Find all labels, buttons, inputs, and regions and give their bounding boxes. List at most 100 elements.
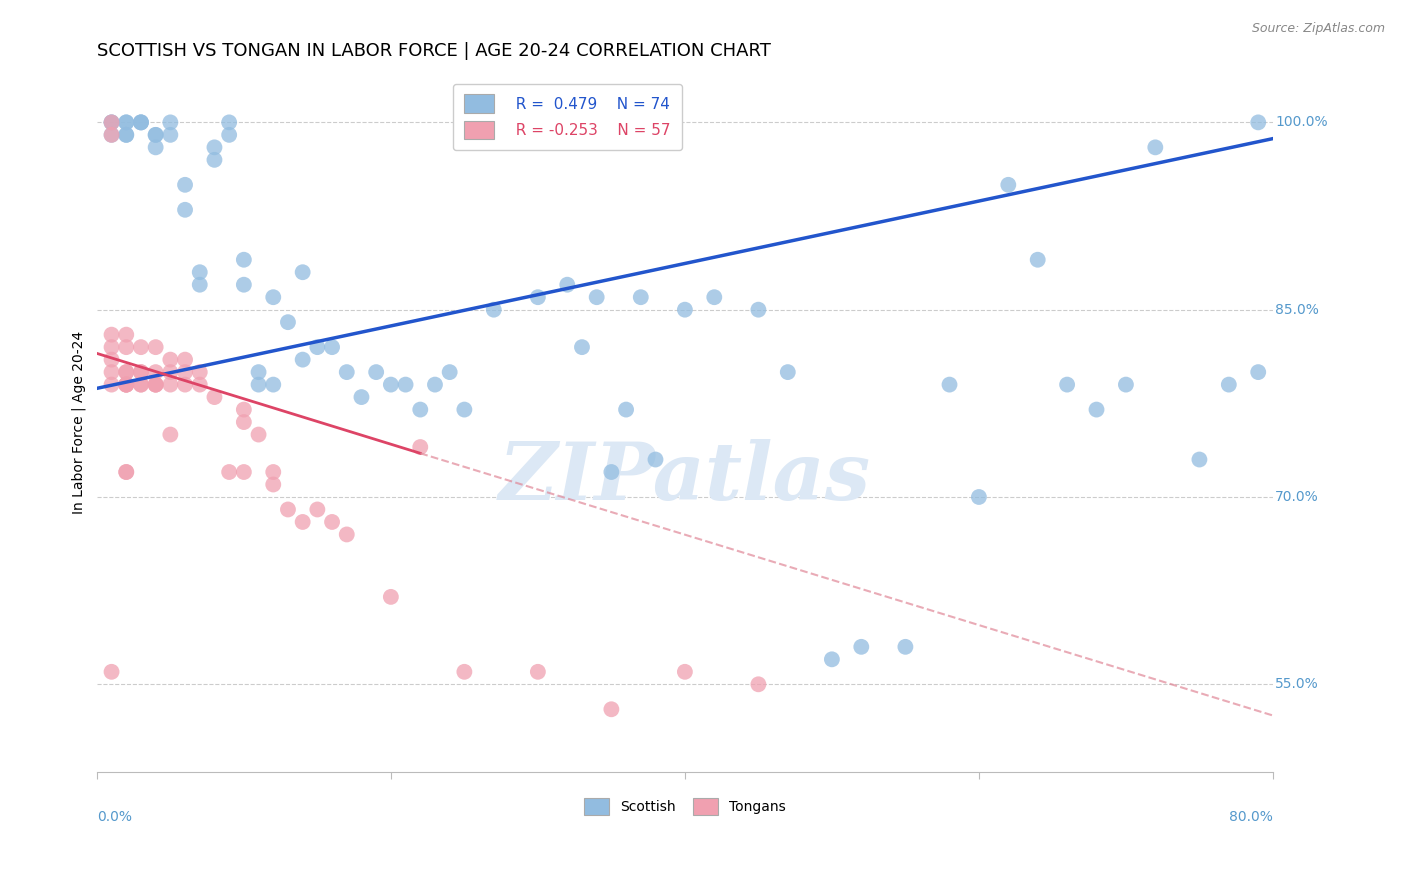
Point bbox=[115, 377, 138, 392]
Point bbox=[1247, 365, 1270, 379]
Point bbox=[188, 377, 211, 392]
Point bbox=[100, 115, 122, 129]
Point bbox=[188, 365, 211, 379]
Point bbox=[247, 377, 270, 392]
Point bbox=[409, 440, 432, 454]
Point bbox=[938, 377, 960, 392]
Point bbox=[100, 665, 122, 679]
Point bbox=[439, 365, 461, 379]
Point bbox=[100, 365, 122, 379]
Point bbox=[453, 402, 475, 417]
Point bbox=[159, 352, 181, 367]
Point bbox=[218, 128, 240, 142]
Point bbox=[159, 115, 181, 129]
Point bbox=[336, 365, 359, 379]
Point bbox=[115, 377, 138, 392]
Point bbox=[159, 427, 181, 442]
Point bbox=[673, 302, 696, 317]
Point bbox=[644, 452, 666, 467]
Point bbox=[115, 128, 138, 142]
Point bbox=[174, 377, 197, 392]
Point bbox=[159, 128, 181, 142]
Point bbox=[159, 365, 181, 379]
Point bbox=[423, 377, 446, 392]
Point bbox=[1115, 377, 1137, 392]
Point bbox=[145, 377, 167, 392]
Point bbox=[614, 115, 637, 129]
Text: 100.0%: 100.0% bbox=[1275, 115, 1327, 129]
Point bbox=[600, 702, 623, 716]
Point bbox=[100, 115, 122, 129]
Point bbox=[614, 402, 637, 417]
Point bbox=[776, 365, 799, 379]
Point bbox=[129, 340, 152, 354]
Text: 55.0%: 55.0% bbox=[1275, 677, 1319, 691]
Point bbox=[350, 390, 373, 404]
Point bbox=[321, 340, 343, 354]
Point bbox=[232, 465, 254, 479]
Point bbox=[145, 365, 167, 379]
Point bbox=[527, 290, 550, 304]
Point bbox=[247, 365, 270, 379]
Point bbox=[115, 465, 138, 479]
Point bbox=[409, 402, 432, 417]
Point bbox=[129, 365, 152, 379]
Point bbox=[129, 115, 152, 129]
Point bbox=[115, 365, 138, 379]
Point bbox=[188, 265, 211, 279]
Point bbox=[262, 477, 284, 491]
Point bbox=[600, 115, 623, 129]
Point bbox=[673, 665, 696, 679]
Point bbox=[366, 365, 388, 379]
Point bbox=[115, 365, 138, 379]
Point bbox=[482, 302, 505, 317]
Point bbox=[307, 502, 329, 516]
Point bbox=[100, 115, 122, 129]
Point bbox=[1144, 140, 1167, 154]
Point bbox=[600, 465, 623, 479]
Point bbox=[145, 377, 167, 392]
Point bbox=[380, 377, 402, 392]
Point bbox=[262, 377, 284, 392]
Point bbox=[115, 377, 138, 392]
Point bbox=[394, 377, 416, 392]
Point bbox=[218, 115, 240, 129]
Point bbox=[115, 115, 138, 129]
Point bbox=[291, 265, 314, 279]
Point bbox=[1247, 115, 1270, 129]
Point bbox=[585, 115, 607, 129]
Point bbox=[453, 665, 475, 679]
Point bbox=[967, 490, 990, 504]
Point bbox=[747, 677, 769, 691]
Point bbox=[336, 527, 359, 541]
Text: 85.0%: 85.0% bbox=[1275, 302, 1319, 317]
Point bbox=[247, 427, 270, 442]
Point bbox=[571, 340, 593, 354]
Point bbox=[129, 377, 152, 392]
Point bbox=[232, 415, 254, 429]
Point bbox=[380, 590, 402, 604]
Point bbox=[100, 377, 122, 392]
Point bbox=[630, 290, 652, 304]
Text: SCOTTISH VS TONGAN IN LABOR FORCE | AGE 20-24 CORRELATION CHART: SCOTTISH VS TONGAN IN LABOR FORCE | AGE … bbox=[97, 42, 770, 60]
Point bbox=[321, 515, 343, 529]
Point bbox=[129, 115, 152, 129]
Point bbox=[129, 377, 152, 392]
Point bbox=[100, 128, 122, 142]
Point bbox=[851, 640, 873, 654]
Point bbox=[1218, 377, 1240, 392]
Point bbox=[555, 277, 578, 292]
Point bbox=[174, 178, 197, 192]
Legend: Scottish, Tongans: Scottish, Tongans bbox=[579, 793, 792, 821]
Point bbox=[145, 377, 167, 392]
Text: ZIPatlas: ZIPatlas bbox=[499, 439, 870, 516]
Point bbox=[307, 340, 329, 354]
Point bbox=[145, 140, 167, 154]
Point bbox=[174, 365, 197, 379]
Point bbox=[277, 502, 299, 516]
Point bbox=[1085, 402, 1108, 417]
Point bbox=[100, 327, 122, 342]
Point bbox=[145, 128, 167, 142]
Point bbox=[174, 202, 197, 217]
Point bbox=[188, 277, 211, 292]
